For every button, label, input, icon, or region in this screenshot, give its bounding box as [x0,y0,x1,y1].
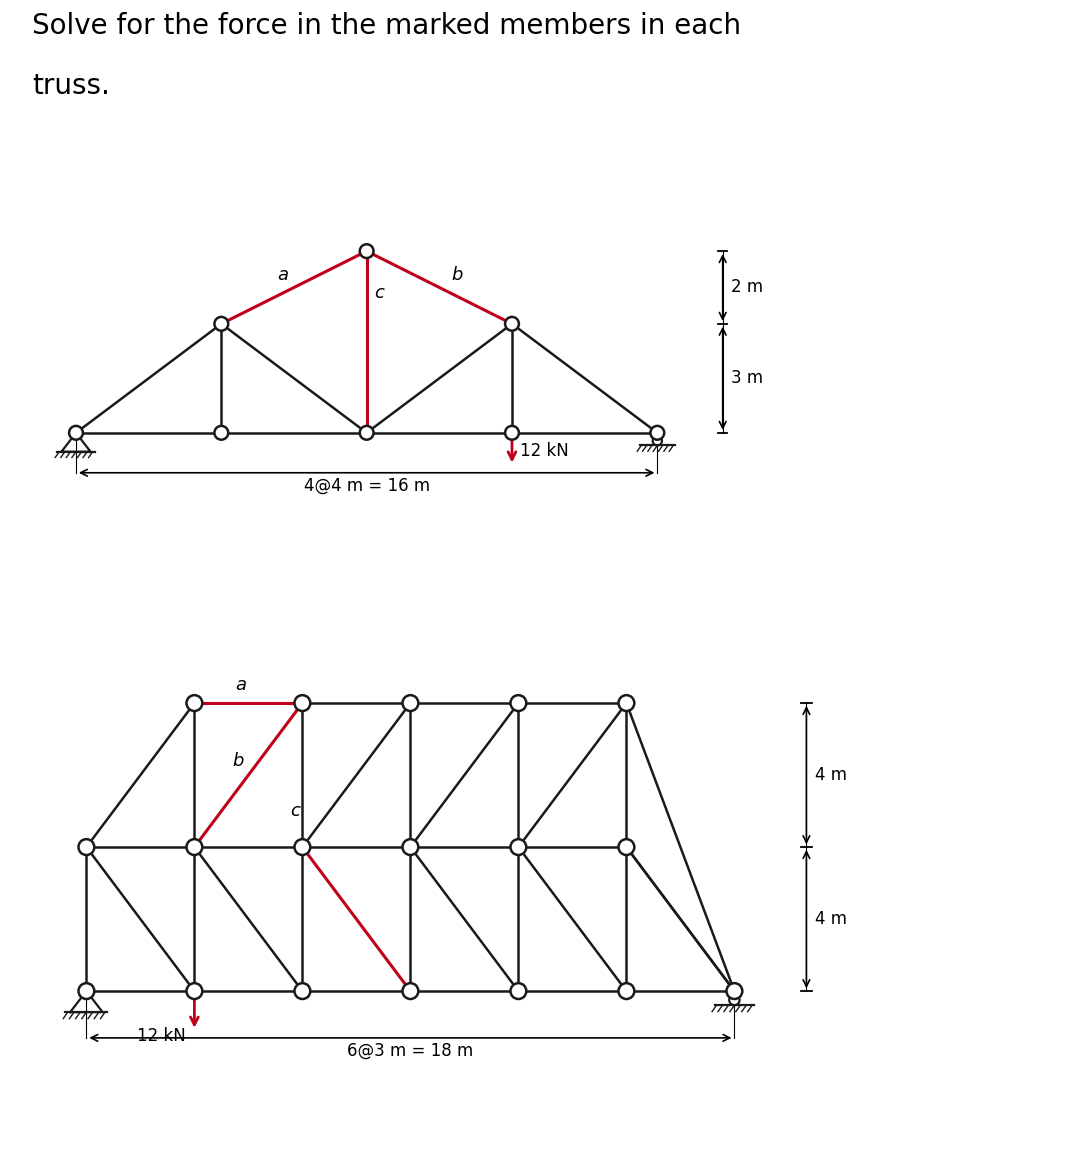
Circle shape [729,995,740,1006]
Circle shape [650,426,664,440]
Text: 12 kN: 12 kN [137,1026,186,1045]
Circle shape [403,839,418,855]
Circle shape [727,983,742,999]
Text: c: c [375,283,384,302]
Circle shape [360,426,374,440]
Text: 3 m: 3 m [731,370,762,387]
Text: truss.: truss. [32,71,110,100]
Circle shape [215,317,228,331]
Circle shape [619,983,634,999]
Circle shape [295,983,310,999]
Text: a: a [278,266,288,283]
Text: c: c [291,802,300,820]
Circle shape [187,839,202,855]
Text: Solve for the force in the marked members in each: Solve for the force in the marked member… [32,12,742,39]
Circle shape [505,317,518,331]
Text: 2 m: 2 m [731,279,762,296]
Circle shape [187,983,202,999]
Circle shape [215,426,228,440]
Text: b: b [232,752,243,770]
Circle shape [295,839,310,855]
Circle shape [79,983,94,999]
Circle shape [295,695,310,711]
Circle shape [69,426,83,440]
Text: 4 m: 4 m [815,766,848,785]
Circle shape [619,839,634,855]
Circle shape [511,695,526,711]
Circle shape [360,244,374,258]
Text: 12 kN: 12 kN [519,441,569,460]
Circle shape [511,839,526,855]
Circle shape [403,695,418,711]
Text: b: b [451,266,463,283]
Circle shape [79,839,94,855]
Text: 4@4 m = 16 m: 4@4 m = 16 m [303,477,430,494]
Text: 4 m: 4 m [815,910,848,929]
Circle shape [403,983,418,999]
Circle shape [652,437,662,446]
Circle shape [511,983,526,999]
Text: a: a [235,676,246,694]
Circle shape [619,695,634,711]
Text: 6@3 m = 18 m: 6@3 m = 18 m [348,1041,473,1060]
Circle shape [505,426,518,440]
Circle shape [187,695,202,711]
